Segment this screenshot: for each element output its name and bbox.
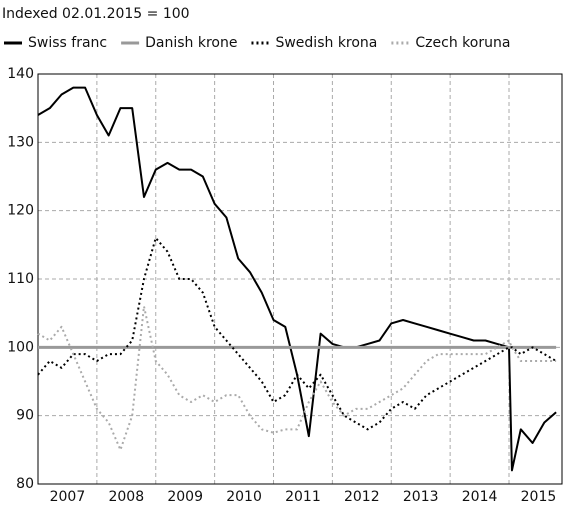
x-tick-label: 2011 (285, 489, 321, 505)
y-tick-label: 100 (7, 339, 34, 355)
series-line (37, 86, 557, 472)
x-tick-label: 2009 (167, 489, 203, 505)
legend-label: Danish krone (145, 35, 237, 51)
series-line (37, 237, 557, 431)
legend-label: Swiss franc (28, 35, 107, 51)
y-tick-label: 120 (7, 203, 34, 219)
x-tick-label: 2008 (108, 489, 144, 505)
x-tick-label: 2012 (344, 489, 380, 505)
x-tick-label: 2010 (226, 489, 262, 505)
x-tick-label: 2007 (50, 489, 86, 505)
legend-label: Czech koruna (415, 35, 510, 51)
legend-label: Swedish krona (275, 35, 377, 51)
y-tick-label: 90 (16, 408, 34, 424)
y-tick-label: 140 (7, 66, 34, 82)
x-tick-label: 2014 (462, 489, 498, 505)
y-tick-label: 130 (7, 134, 34, 150)
x-tick-label: 2013 (403, 489, 439, 505)
y-tick-label: 80 (16, 476, 34, 492)
chart-title: Indexed 02.01.2015 = 100 (2, 6, 190, 22)
y-tick-label: 110 (7, 271, 34, 287)
series-line (37, 305, 557, 451)
plot-frame (37, 73, 563, 485)
x-tick-label: 2015 (521, 489, 557, 505)
